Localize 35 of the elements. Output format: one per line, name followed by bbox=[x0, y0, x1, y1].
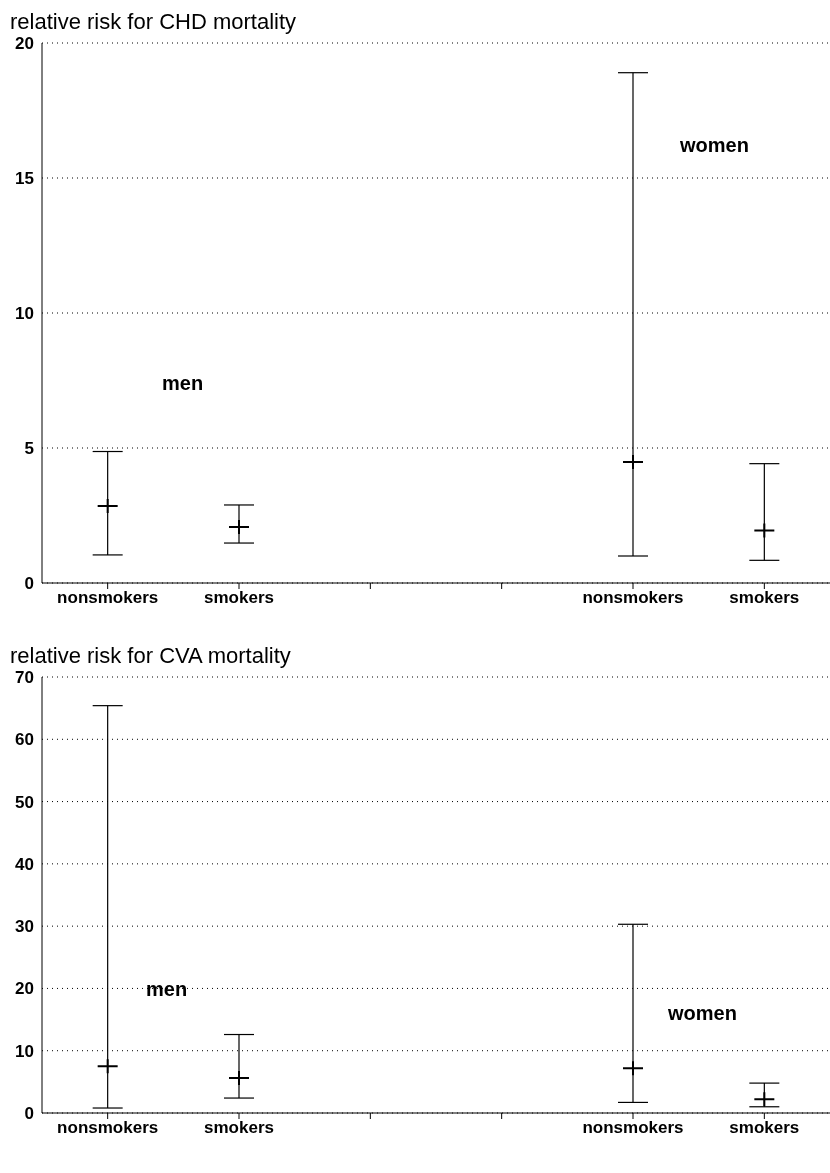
point bbox=[229, 520, 249, 535]
y-tick-label: 70 bbox=[15, 668, 34, 688]
y-tick-label: 5 bbox=[24, 439, 34, 459]
y-tick-label: 40 bbox=[15, 854, 34, 874]
y-tick-label: 60 bbox=[15, 730, 34, 750]
annotation: women bbox=[680, 134, 749, 157]
x-tick-label: nonsmokers bbox=[582, 588, 684, 608]
annotation: men bbox=[146, 978, 188, 1001]
point bbox=[229, 1071, 249, 1086]
annotation: women bbox=[668, 1002, 737, 1025]
x-tick-label: smokers bbox=[204, 588, 274, 608]
y-tick-label: 0 bbox=[24, 574, 34, 594]
x-tick-label: smokers bbox=[729, 588, 800, 608]
annotation: men bbox=[162, 372, 204, 395]
y-tick-label: 20 bbox=[15, 979, 34, 999]
x-tick-label: nonsmokers bbox=[582, 1118, 684, 1138]
y-tick-label: 15 bbox=[15, 169, 34, 189]
point bbox=[97, 1059, 118, 1074]
chart-title: relative risk for CHD mortality bbox=[10, 9, 297, 35]
x-tick-label: smokers bbox=[204, 1118, 274, 1138]
point bbox=[97, 499, 118, 514]
x-tick-label: nonsmokers bbox=[57, 1118, 159, 1138]
chart-title: relative risk for CVA mortality bbox=[10, 643, 291, 669]
x-tick-label: nonsmokers bbox=[57, 588, 159, 608]
y-tick-label: 20 bbox=[15, 34, 34, 54]
y-tick-label: 10 bbox=[15, 1041, 34, 1061]
y-tick-label: 30 bbox=[15, 917, 34, 937]
x-tick-label: smokers bbox=[729, 1118, 800, 1138]
y-tick-label: 0 bbox=[24, 1104, 34, 1124]
y-tick-label: 10 bbox=[15, 304, 34, 324]
point bbox=[754, 523, 775, 538]
y-tick-label: 50 bbox=[15, 792, 34, 812]
point bbox=[623, 455, 643, 470]
point bbox=[623, 1061, 643, 1076]
point bbox=[754, 1092, 775, 1107]
